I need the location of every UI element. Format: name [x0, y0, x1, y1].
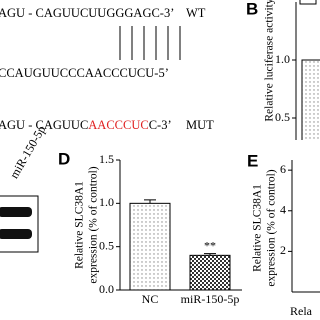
x-tick-label: miR-150-5p — [181, 292, 240, 306]
y-tick-label: 6 — [280, 162, 286, 176]
bar — [189, 254, 231, 291]
y-axis-label: Relative SLC38A1 — [252, 184, 264, 272]
x-tick-label: NC — [142, 292, 159, 306]
legend-swatch — [299, 0, 317, 5]
y-tick-label: 4 — [280, 203, 286, 217]
y-tick-label: 0.5 — [99, 238, 114, 252]
y-axis-label: expression (% of control) — [266, 169, 278, 286]
wt-tag: WT — [186, 6, 206, 20]
panel-letter: B — [246, 0, 258, 18]
y-axis-label: Relative luciferase activity — [264, 0, 276, 122]
mir-sequence: CCAUGUUCCCAACCCUCU-5’ — [0, 66, 169, 80]
y-tick-label: 0.0 — [99, 282, 114, 296]
error-bar — [204, 253, 216, 256]
y-axis-label: Relative SLC38A1 — [74, 181, 86, 269]
wt-sequence: AGU - CAGUUCUUGGGAGC-3’ — [0, 6, 174, 20]
panel-letter: E — [247, 151, 258, 170]
y-tick-label: 1.0 — [275, 52, 290, 66]
blot-frame — [0, 195, 39, 253]
x-axis-label: Rela — [290, 304, 313, 318]
bar — [129, 202, 171, 291]
pairing-lines — [119, 26, 181, 60]
y-axis-label: expression (% of control) — [88, 166, 100, 283]
blot-band — [0, 229, 32, 239]
y-tick-label: 1.0 — [99, 195, 114, 209]
mut-tag: MUT — [186, 118, 214, 132]
error-bar — [144, 199, 156, 204]
y-tick-label: 2 — [280, 243, 286, 257]
mut-sequence: AGU - CAGUUCAACCCUCC-3’ — [0, 118, 172, 132]
panel-letter: D — [58, 149, 70, 168]
bar — [301, 59, 320, 140]
blot-band — [0, 207, 32, 217]
y-tick-label: 1.5 — [99, 152, 114, 166]
y-tick-label: 0.5 — [275, 110, 290, 124]
significance: ** — [204, 238, 216, 252]
